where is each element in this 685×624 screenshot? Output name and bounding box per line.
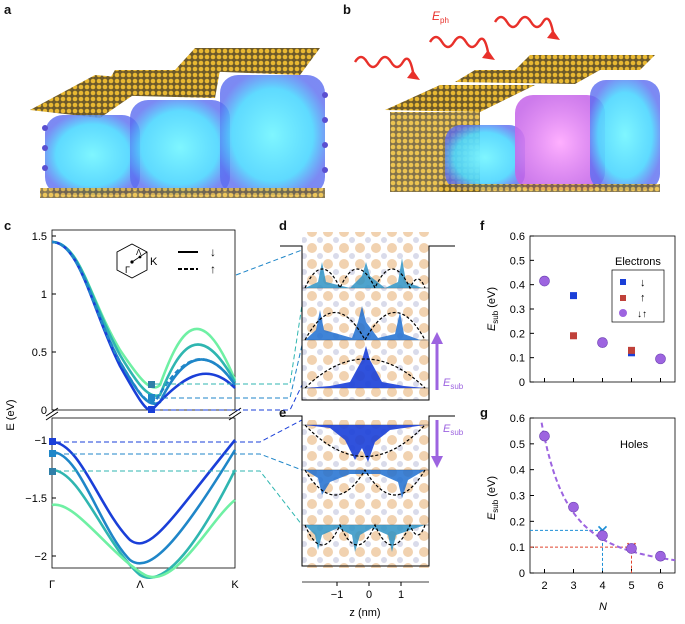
data-point (539, 430, 550, 442)
photon-waves (353, 15, 555, 73)
panel-label-e: e (279, 405, 287, 420)
c-valence-band-1 (51, 439, 237, 545)
bz-k-label: K (150, 256, 158, 268)
photon-energy-label: Eph (432, 9, 449, 25)
panel-label-c: c (4, 218, 12, 233)
panel-g-holes-plot: 0 0.1 0.2 0.3 0.4 0.5 0.6 2 3 4 5 6 Holes (510, 413, 676, 592)
ytick-label: 0.1 (510, 542, 525, 554)
bz-gamma-label: Γ (125, 265, 130, 275)
data-point (655, 353, 666, 365)
f-legend-spin-down: ↓ (640, 277, 646, 289)
c-ytick-0: 0 (41, 405, 47, 417)
data-point (626, 543, 637, 554)
xtick-label: 5 (628, 580, 634, 592)
c-conduction-band-dashed (51, 240, 237, 404)
guide-line (530, 529, 603, 573)
c-ytick-1.5: 1.5 (32, 231, 47, 243)
c-ytick-1: 1 (41, 289, 47, 301)
c-ytick-0.5: 0.5 (32, 347, 47, 359)
xtick-label: 4 (599, 580, 605, 592)
data-point (597, 530, 608, 541)
ytick-label: 0.4 (510, 465, 525, 477)
ytick-label: 0.3 (510, 304, 525, 316)
data-point (539, 275, 550, 287)
ytick-label: 0.5 (510, 255, 525, 267)
esub-arrows (431, 332, 443, 468)
ytick-label: 0.2 (510, 516, 525, 528)
panel-e-wavefunction: −1 0 1 z (nm) (280, 415, 455, 619)
data-point (568, 501, 579, 513)
xtick-label: 3 (570, 580, 576, 592)
g-title: Holes (620, 439, 649, 451)
data-point (597, 337, 608, 348)
c-valence-band-2 (51, 449, 237, 565)
c-conduction-band-4 (51, 240, 236, 412)
data-point (570, 332, 577, 340)
f-legend-spin-up: ↑ (640, 292, 646, 304)
z-axis-label: z (nm) (349, 607, 380, 619)
esub-label-e: Esub (443, 423, 464, 437)
c-xtick-gamma: Γ (49, 579, 55, 591)
panel-f-electrons-plot: 0 0.1 0.2 0.3 0.4 0.5 0.6 ↓ ↑ ↓↑ Electrons (510, 231, 676, 389)
z-tick-0: 0 (366, 589, 372, 601)
panel-c-band-plot: 0 0.5 1 1.5 −2 −1.5 −1 E (eV) Γ Λ K (5, 229, 303, 591)
data-point (628, 346, 635, 354)
panel-label-g: g (480, 405, 488, 420)
ytick-label: 0.6 (510, 231, 525, 243)
g-x-axis-label: N (599, 601, 607, 613)
g-y-axis-label: Esub (eV) (486, 476, 500, 520)
legend-spin-up: ↑ (210, 262, 216, 276)
f-title: Electrons (615, 256, 661, 268)
ytick-label: 0.5 (510, 439, 525, 451)
ytick-label: 0.3 (510, 491, 525, 503)
c-ytick--1.5: −1.5 (25, 493, 47, 505)
c-ytick--2: −2 (34, 551, 47, 563)
data-point (570, 292, 577, 300)
ytick-label: 0.2 (510, 328, 525, 340)
f-legend-both: ↓↑ (637, 309, 647, 320)
z-tick-1: 1 (398, 589, 404, 601)
panel-b-illustration (353, 15, 660, 192)
panel-label-a: a (4, 2, 12, 17)
panel-label-f: f (480, 218, 485, 233)
f-y-axis-label: Esub (eV) (486, 287, 500, 331)
bz-lambda-label: Λ (136, 248, 142, 257)
panel-label-b: b (343, 2, 351, 17)
c-valence-band-4 (51, 498, 236, 579)
guide-line (530, 546, 632, 573)
brillouin-zone-icon (116, 243, 148, 279)
z-tick--1: −1 (331, 589, 344, 601)
ytick-label: 0 (519, 568, 525, 580)
xtick-label: 6 (657, 580, 663, 592)
panel-a-illustration (30, 48, 328, 198)
ytick-label: 0.1 (510, 353, 525, 365)
ytick-label: 0 (519, 377, 525, 389)
esub-label-d: Esub (443, 377, 464, 391)
c-xtick-k: K (231, 579, 239, 591)
c-y-axis-label: E (eV) (5, 399, 17, 430)
c-xtick-lambda: Λ (136, 579, 144, 591)
xtick-label: 2 (541, 580, 547, 592)
ytick-label: 0.6 (510, 413, 525, 425)
panel-label-d: d (279, 218, 287, 233)
c-valence-band-3 (51, 468, 237, 579)
panel-d-wavefunction (280, 232, 455, 401)
c-ytick--1: −1 (34, 435, 47, 447)
ytick-label: 0.4 (510, 280, 525, 292)
legend-spin-down: ↓ (210, 245, 216, 259)
g-fit-curve (540, 422, 676, 562)
data-point (655, 550, 666, 562)
